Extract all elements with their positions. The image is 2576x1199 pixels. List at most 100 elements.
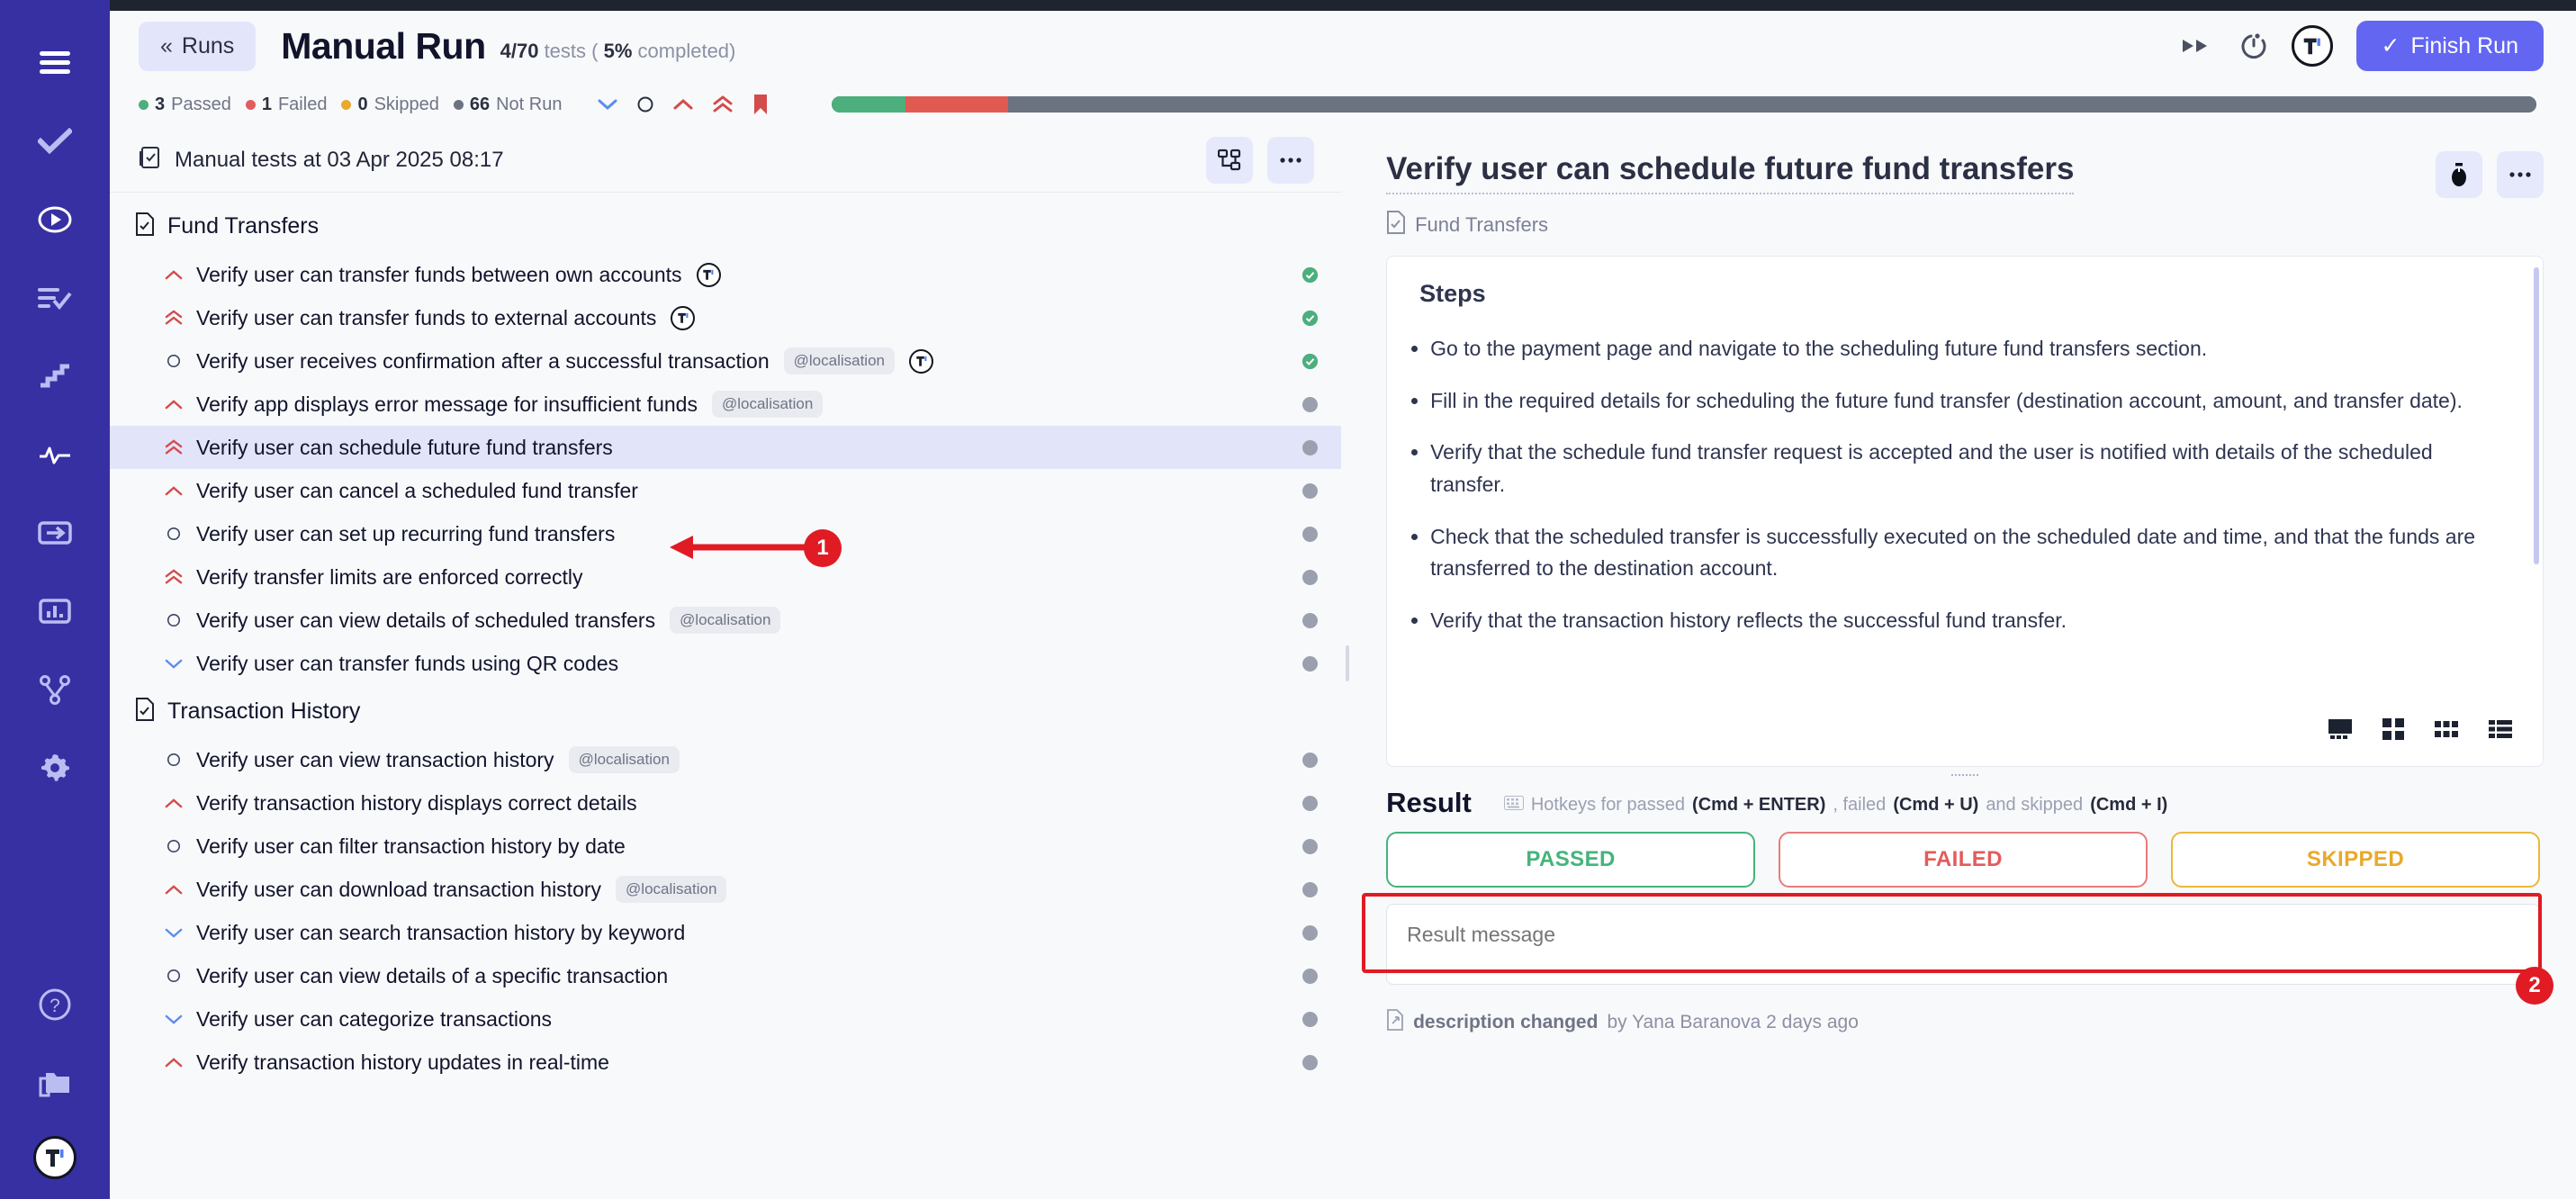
test-tag[interactable]: @localisation xyxy=(670,607,781,634)
test-assignee-avatar[interactable] xyxy=(696,262,721,287)
branches-icon[interactable] xyxy=(30,664,80,715)
finish-run-label: Finish Run xyxy=(2410,32,2519,59)
detail-title[interactable]: Verify user can schedule future fund tra… xyxy=(1386,151,2075,194)
priority-normal-icon xyxy=(160,839,187,853)
view-mode-single[interactable] xyxy=(2328,719,2352,744)
projects-folder-icon[interactable] xyxy=(30,1058,80,1108)
stopwatch-icon[interactable] xyxy=(2436,151,2482,198)
page-title: Manual Run xyxy=(281,24,486,67)
test-title: Verify user can transfer funds between o… xyxy=(196,262,682,286)
help-icon[interactable]: ? xyxy=(30,979,80,1030)
test-row[interactable]: Verify app displays error message for in… xyxy=(110,383,1341,426)
activity-icon[interactable] xyxy=(30,429,80,480)
test-row[interactable]: Verify user can transfer funds using QR … xyxy=(110,642,1341,685)
priority-low-filter[interactable] xyxy=(598,98,617,111)
run-play-icon[interactable] xyxy=(30,194,80,245)
test-row[interactable]: Verify user can schedule future fund tra… xyxy=(110,426,1341,469)
test-status-notrun-icon xyxy=(1302,396,1318,412)
list-more-ellipsis-icon[interactable] xyxy=(1267,136,1314,184)
test-title: Verify user can categorize transactions xyxy=(196,1006,553,1031)
gear-icon[interactable] xyxy=(30,743,80,793)
passed-dot-icon xyxy=(139,99,149,110)
test-row[interactable]: Verify transfer limits are enforced corr… xyxy=(110,555,1341,599)
user-avatar[interactable] xyxy=(33,1136,77,1179)
suite-group-header[interactable]: Transaction History xyxy=(110,685,1341,738)
steps-scrollbar[interactable] xyxy=(2534,267,2539,564)
view-mode-two-column[interactable] xyxy=(2382,718,2404,744)
test-row[interactable]: Verify user can transfer funds to extern… xyxy=(110,296,1341,339)
test-assignee-avatar[interactable] xyxy=(909,348,933,374)
test-row[interactable]: Verify user can download transaction his… xyxy=(110,868,1341,911)
verdict-passed-button[interactable]: PASSED xyxy=(1386,832,1756,888)
test-row[interactable]: Verify user can search transaction histo… xyxy=(110,911,1341,954)
priority-high-filter[interactable] xyxy=(673,98,693,111)
tests-check-icon[interactable] xyxy=(30,116,80,167)
detail-more-ellipsis-icon[interactable] xyxy=(2497,151,2544,198)
verdict-failed-button[interactable]: FAILED xyxy=(1779,832,2148,888)
stat-failed: 1 Failed xyxy=(245,95,327,115)
menu-icon[interactable] xyxy=(30,38,80,88)
priority-normal-filter[interactable] xyxy=(637,96,653,113)
steps-icon[interactable] xyxy=(30,351,80,401)
test-row[interactable]: Verify user can view details of a specif… xyxy=(110,954,1341,997)
annotation-badge-1: 1 xyxy=(804,529,842,567)
test-row[interactable]: Verify transaction history displays corr… xyxy=(110,781,1341,825)
view-mode-list[interactable] xyxy=(2489,720,2512,743)
timer-icon[interactable] xyxy=(2232,24,2275,68)
test-plans-icon[interactable] xyxy=(30,273,80,323)
test-tag[interactable]: @localisation xyxy=(711,391,824,418)
svg-text:?: ? xyxy=(50,996,60,1016)
detail-header: Verify user can schedule future fund tra… xyxy=(1354,128,2576,211)
fast-forward-icon[interactable] xyxy=(2175,24,2218,68)
verdict-button-group: PASSED FAILED SKIPPED xyxy=(1354,819,2576,888)
hotkeys-passed-key: (Cmd + ENTER) xyxy=(1692,795,1826,815)
result-message-wrap xyxy=(1354,888,2576,989)
pane-splitter[interactable] xyxy=(1341,128,1355,1199)
result-message-input[interactable] xyxy=(1386,904,2540,985)
hotkeys-failed-key: (Cmd + U) xyxy=(1893,795,1979,815)
test-row[interactable]: Verify user can view transaction history… xyxy=(110,738,1341,781)
import-icon[interactable] xyxy=(30,508,80,558)
priority-normal-icon xyxy=(160,613,187,627)
test-tag[interactable]: @localisation xyxy=(783,347,895,374)
test-row[interactable]: Verify user can categorize transactions xyxy=(110,997,1341,1041)
test-row[interactable]: Verify user can view details of schedule… xyxy=(110,599,1341,642)
finish-run-button[interactable]: ✓ Finish Run xyxy=(2355,21,2544,71)
run-progress-bar-wrap xyxy=(832,96,2536,113)
test-status-notrun-icon xyxy=(1302,612,1318,628)
breadcrumb-suite-label: Fund Transfers xyxy=(1415,213,1549,236)
test-row[interactable]: Verify user can transfer funds between o… xyxy=(110,253,1341,296)
test-assignee-avatar[interactable] xyxy=(671,305,696,330)
priority-blocker-filter[interactable] xyxy=(752,94,769,115)
suite-group-header[interactable]: Fund Transfers xyxy=(110,200,1341,253)
priority-highest-filter[interactable] xyxy=(713,95,733,113)
test-title: Verify user can transfer funds using QR … xyxy=(196,651,619,675)
test-tag[interactable]: @localisation xyxy=(616,876,727,903)
priority-high-icon xyxy=(160,269,187,281)
breadcrumb[interactable]: Fund Transfers xyxy=(1354,211,2576,239)
back-to-runs-button[interactable]: « Runs xyxy=(139,21,257,71)
test-tag[interactable]: @localisation xyxy=(568,746,680,773)
run-progress-summary: 4/70 tests ( 5% completed) xyxy=(500,29,736,63)
test-detail-pane: Verify user can schedule future fund tra… xyxy=(1354,128,2576,1199)
header-user-avatar[interactable] xyxy=(2291,25,2333,67)
notrun-label: Not Run xyxy=(496,94,563,114)
priority-high-icon xyxy=(160,884,187,896)
test-row[interactable]: Verify user can cancel a scheduled fund … xyxy=(110,469,1341,512)
test-row[interactable]: Verify user can set up recurring fund tr… xyxy=(110,512,1341,555)
test-status-notrun-icon xyxy=(1302,968,1318,984)
run-progress-open: ( xyxy=(591,40,599,62)
test-row[interactable]: Verify user receives confirmation after … xyxy=(110,339,1341,383)
panel-resize-handle[interactable] xyxy=(1354,767,2576,776)
test-row[interactable]: Verify user can filter transaction histo… xyxy=(110,825,1341,868)
test-title: Verify user can set up recurring fund tr… xyxy=(196,521,616,545)
failed-dot-icon xyxy=(245,99,256,110)
test-row[interactable]: Verify transaction history updates in re… xyxy=(110,1041,1341,1084)
step-item: Fill in the required details for schedul… xyxy=(1430,385,2489,418)
view-mode-three-column[interactable] xyxy=(2435,721,2458,742)
verdict-skipped-button[interactable]: SKIPPED xyxy=(2171,832,2540,888)
hierarchy-icon[interactable] xyxy=(1206,136,1253,184)
content-body: Manual tests at 03 Apr 2025 08:17 Fund T… xyxy=(110,128,2576,1199)
reports-chart-icon[interactable] xyxy=(30,586,80,636)
passed-count: 3 xyxy=(155,94,166,114)
